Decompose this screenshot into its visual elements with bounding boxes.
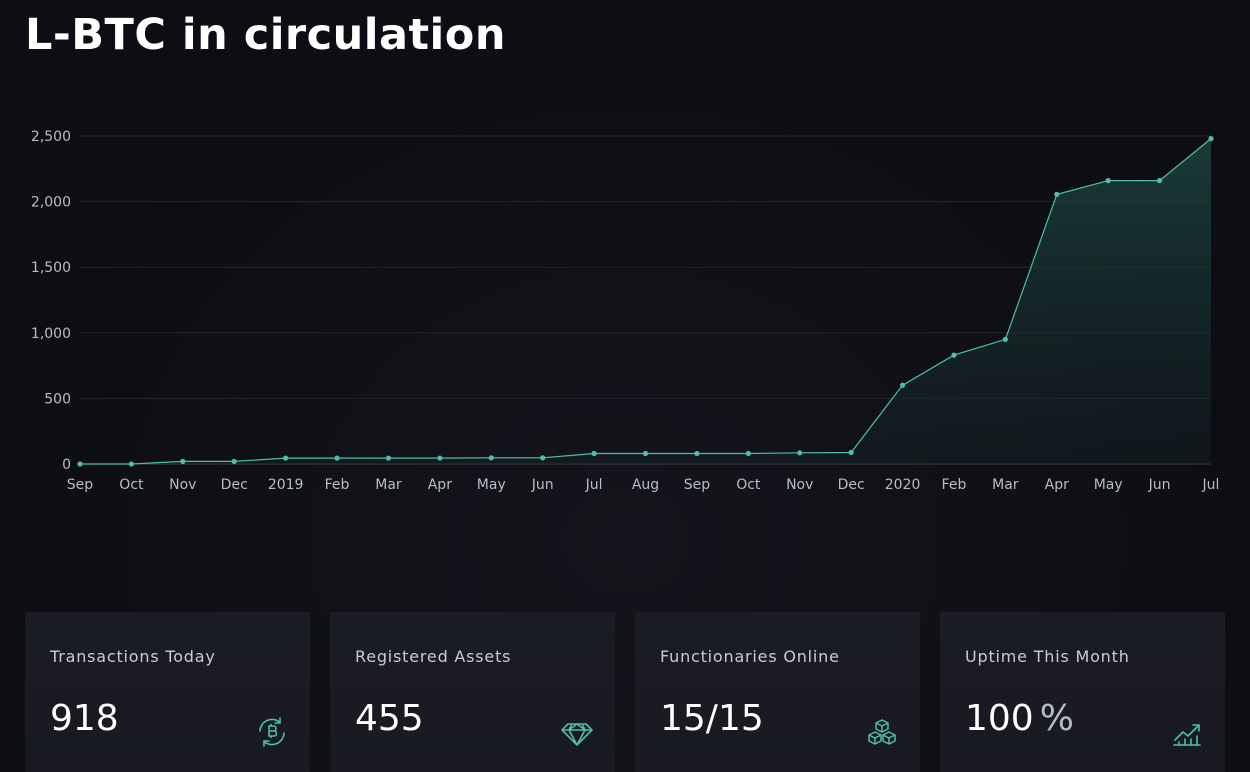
x-tick-label: Nov	[169, 477, 196, 493]
x-axis: Sep Oct Nov Dec 2019 Feb Mar Apr May Jun Jul Aug Sep…	[67, 477, 1220, 493]
stat-label: Uptime This Month	[965, 647, 1130, 666]
stat-value-number: 455	[355, 698, 424, 739]
x-tick-label: Oct	[736, 477, 761, 493]
y-tick-label: 0	[62, 457, 71, 473]
x-tick-label: Dec	[221, 477, 248, 493]
y-tick-label: 2,000	[31, 195, 71, 211]
data-point	[1156, 178, 1163, 184]
x-tick-label: May	[477, 477, 506, 493]
x-tick-label: Oct	[119, 477, 144, 493]
cubes-icon	[868, 719, 896, 745]
data-point	[899, 382, 906, 388]
data-point	[1208, 136, 1214, 142]
x-tick-label: Apr	[1045, 477, 1069, 493]
data-point	[642, 450, 649, 457]
stat-card-assets: Registered Assets 455	[330, 612, 615, 772]
x-tick-label: 2019	[268, 477, 304, 493]
data-point	[951, 352, 957, 358]
x-tick-label: Jul	[585, 477, 603, 493]
stat-value: 15/15	[660, 698, 764, 739]
stat-value: 455	[355, 698, 424, 739]
stat-value-number: 918	[50, 698, 119, 739]
y-tick-label: 1,000	[31, 326, 71, 342]
x-tick-label: Mar	[992, 477, 1019, 493]
diamond-icon	[561, 723, 593, 746]
stat-value-number: 100	[965, 698, 1034, 739]
data-point	[1054, 191, 1060, 197]
x-tick-label: Nov	[786, 477, 813, 493]
circulation-chart: 0 500 1,000 1,500 2,000 2,500 Sep Oct Nov Dec 201…	[31, 129, 1220, 493]
stat-label: Transactions Today	[50, 647, 216, 666]
data-point	[334, 455, 340, 461]
trending-up-icon	[1173, 724, 1201, 746]
x-tick-label: May	[1094, 477, 1123, 493]
data-point	[1002, 336, 1008, 342]
stat-card-transactions: Transactions Today 918	[25, 612, 310, 772]
stats-cards: Transactions Today 918 Registered Assets…	[25, 612, 1225, 772]
y-tick-label: 500	[44, 391, 71, 407]
data-point	[385, 455, 392, 461]
data-point	[77, 461, 83, 467]
stat-unit: %	[1039, 698, 1074, 739]
points-layer	[77, 136, 1214, 467]
data-point	[437, 455, 443, 461]
area-layer	[80, 138, 1212, 465]
y-tick-label: 1,500	[31, 260, 71, 276]
stat-card-functionaries: Functionaries Online 15/15	[635, 612, 920, 772]
data-point	[1105, 178, 1111, 184]
data-point	[488, 455, 494, 461]
x-tick-label: Dec	[838, 477, 865, 493]
y-axis: 0 500 1,000 1,500 2,000 2,500	[31, 129, 71, 473]
stat-value: 918	[50, 698, 119, 739]
x-tick-label: Apr	[428, 477, 452, 493]
data-point	[540, 455, 546, 461]
stat-card-uptime: Uptime This Month 100%	[940, 612, 1225, 772]
y-tick-label: 2,500	[31, 129, 71, 145]
x-tick-label: Feb	[325, 477, 350, 493]
x-tick-label: Jun	[531, 477, 554, 493]
data-point	[848, 449, 854, 456]
data-point	[797, 450, 803, 456]
series-area	[80, 138, 1211, 464]
bitcoin-refresh-icon	[259, 717, 285, 747]
data-point	[128, 461, 135, 467]
data-point	[231, 458, 237, 464]
data-point	[180, 458, 186, 464]
stat-label: Functionaries Online	[660, 647, 840, 666]
stat-label: Registered Assets	[355, 647, 512, 666]
x-tick-label: 2020	[885, 477, 921, 493]
x-tick-label: Jul	[1202, 477, 1220, 493]
x-tick-label: Mar	[375, 477, 402, 493]
data-point	[283, 455, 289, 461]
x-tick-label: Jun	[1148, 477, 1171, 493]
stat-value: 100%	[965, 698, 1074, 739]
data-point	[591, 450, 597, 457]
page-title: L-BTC in circulation	[25, 10, 506, 60]
x-tick-label: Sep	[684, 477, 711, 493]
stat-value-number: 15/15	[660, 698, 764, 739]
data-point	[745, 450, 751, 457]
x-tick-label: Feb	[942, 477, 967, 493]
data-point	[694, 450, 700, 457]
x-tick-label: Aug	[632, 477, 659, 493]
x-tick-label: Sep	[67, 477, 94, 493]
